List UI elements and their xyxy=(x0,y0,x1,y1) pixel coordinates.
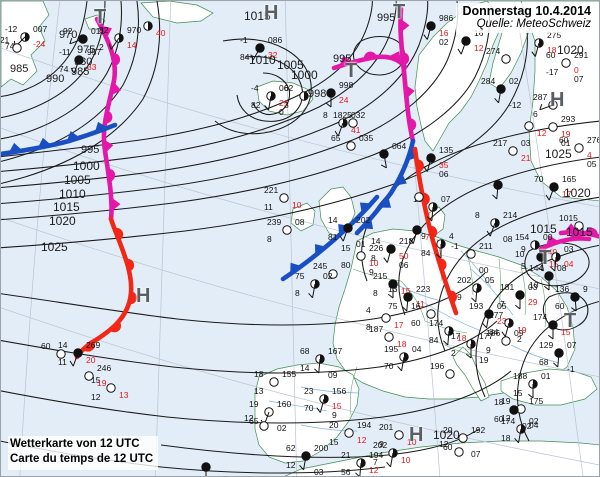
chart-title-block: Donnerstag 10.4.2014 Quelle: MeteoSchwei… xyxy=(456,3,595,33)
chart-caption-block: Wetterkarte von 12 UTC Carte du temps de… xyxy=(8,435,159,470)
chart-date: Donnerstag 10.4.2014 xyxy=(462,4,591,18)
caption-line-fr: Carte du temps de 12 UTC xyxy=(10,453,154,466)
chart-source: Quelle: MeteoSchweiz xyxy=(476,18,591,30)
caption-line-de: Wetterkarte von 12 UTC xyxy=(10,437,140,450)
